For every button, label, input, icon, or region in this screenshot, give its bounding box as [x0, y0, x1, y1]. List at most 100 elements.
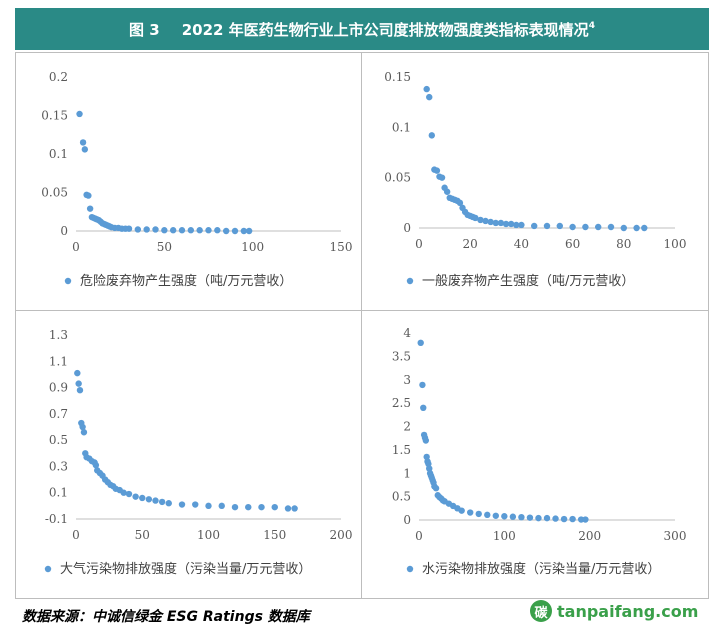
data-point [158, 498, 166, 506]
data-point [152, 497, 159, 504]
y-tick-label: 0.05 [384, 171, 411, 185]
x-tick-label: 20 [463, 237, 478, 251]
x-tick-label: 0 [72, 528, 80, 542]
data-point [497, 219, 505, 227]
data-point [467, 509, 474, 516]
legend-marker [64, 277, 72, 285]
data-point [139, 494, 146, 502]
data-point [214, 227, 221, 234]
data-point [85, 192, 92, 199]
data-point [169, 227, 177, 234]
data-point [81, 146, 89, 153]
data-point [569, 515, 576, 523]
figure-title: 2022 年医药生物行业上市公司度排放物强度类指标表现情况 [181, 20, 589, 39]
data-point [231, 227, 239, 235]
data-point [271, 503, 278, 511]
chart-grid: 0 0.05 0.1 0.15 0.2 0 50 100 150 危险废弃物产生强度（吨/万元营收… [15, 52, 709, 599]
data-point [79, 139, 87, 146]
data-point [438, 174, 446, 181]
scatter-svg: 0 0.5 1 1.5 2 2.5 3 3.5 4 0 100 200 300 水污染物排放强度（污染当量… [392, 326, 687, 577]
data-point [423, 85, 430, 93]
y-tick-label: 0.1 [49, 147, 68, 161]
y-tick-label: 0.2 [49, 70, 68, 84]
figure-label: 图 3 [129, 20, 160, 39]
y-tick-label: 1.5 [392, 443, 411, 457]
x-tick-label: 150 [263, 528, 286, 542]
y-tick-label: 0 [403, 221, 411, 235]
data-point [79, 423, 86, 431]
data-point [620, 224, 627, 232]
data-point [607, 223, 615, 231]
watermark-mark: 碳 [530, 600, 552, 622]
data-point [543, 514, 551, 522]
x-tick-label: 0 [72, 240, 80, 254]
data-point [161, 227, 168, 234]
data-point [492, 512, 499, 519]
x-tick-label: 300 [664, 529, 687, 543]
data-point [165, 500, 172, 507]
figure-title-banner: 图 3 2022 年医药生物行业上市公司度排放物强度类指标表现情况 4 [15, 8, 709, 50]
data-point [196, 227, 203, 234]
legend-label: 一般废弃物产生强度（吨/万元营收） [422, 273, 634, 289]
data-point [152, 226, 159, 233]
data-point [92, 461, 100, 469]
y-tick-label: 3.5 [392, 349, 411, 363]
y-tick-label: 0.05 [41, 186, 68, 200]
data-point [132, 493, 139, 500]
data-point [86, 205, 94, 212]
data-point [513, 221, 520, 229]
data-point [80, 429, 88, 436]
y-tick-label: 0.1 [49, 486, 68, 500]
y-tick-label: 1.3 [49, 328, 68, 342]
y-tick-label: 0.7 [49, 407, 68, 421]
data-point [291, 505, 298, 512]
data-point [245, 503, 252, 511]
x-tick-label: 50 [135, 528, 150, 542]
data-point [218, 502, 225, 510]
y-tick-label: 1.1 [49, 354, 68, 368]
data-point [482, 217, 489, 225]
legend-label: 水污染物排放强度（污染当量/万元营收） [422, 561, 660, 577]
chart-panel-hazardous-waste: 0 0.05 0.1 0.15 0.2 0 50 100 150 危险废弃物产生强度（吨/万元营收… [15, 52, 362, 311]
data-point [205, 502, 212, 510]
data-point [560, 515, 568, 523]
data-point [205, 227, 212, 234]
watermark-logo: 碳 tanpaifang.com [530, 598, 715, 624]
data-point [556, 222, 563, 230]
data-point [125, 490, 133, 498]
scatter-svg: 0 0.05 0.1 0.15 0 20 40 60 80 100 一般废弃物产生强度（吨/万元营收… [384, 70, 687, 289]
legend-marker [406, 277, 414, 285]
data-point [633, 224, 640, 232]
x-tick-label: 50 [157, 240, 172, 254]
y-tick-label: 4 [403, 326, 411, 340]
x-tick-label: 60 [565, 237, 580, 251]
data-point [526, 514, 534, 521]
data-point [518, 221, 525, 229]
legend-label: 危险废弃物产生强度（吨/万元营收） [80, 273, 292, 289]
data-point [502, 220, 510, 228]
chart-panel-water-pollutant: 0 0.5 1 1.5 2 2.5 3 3.5 4 0 100 200 300 水污染物排放强度（污染当量… [361, 310, 709, 599]
data-point [443, 188, 451, 195]
data-point [422, 437, 430, 444]
data-point [120, 489, 127, 496]
data-point [258, 503, 265, 511]
y-tick-label: -0.1 [45, 512, 68, 526]
data-point [569, 223, 576, 231]
legend-marker [406, 565, 414, 573]
data-point [477, 216, 484, 224]
data-source-note: 数据来源：中诚信绿金 ESG Ratings 数据库 [22, 609, 310, 625]
x-tick-label: 100 [493, 529, 516, 543]
x-tick-label: 100 [664, 237, 687, 251]
data-point [595, 223, 602, 231]
data-point [222, 227, 230, 235]
data-point [458, 507, 465, 514]
data-point [76, 110, 83, 118]
y-tick-label: 0 [403, 513, 411, 527]
y-tick-label: 0 [60, 224, 68, 238]
scatter-svg: -0.1 0.1 0.3 0.5 0.7 0.9 1.1 1.3 0 50 100 150 200 大气污… [44, 328, 352, 577]
data-point [74, 369, 81, 377]
data-point [192, 501, 199, 508]
data-point [428, 132, 435, 139]
data-point [178, 501, 186, 508]
x-tick-label: 100 [241, 240, 264, 254]
